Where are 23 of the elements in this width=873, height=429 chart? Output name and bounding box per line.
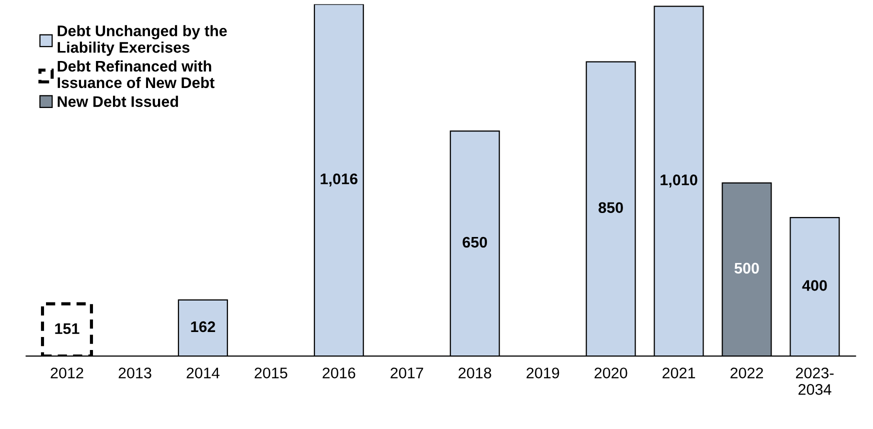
data-label: 850 (598, 202, 623, 214)
data-label: 1,016 (320, 173, 358, 186)
x-tick-label: 2022 (730, 368, 763, 378)
x-tick-label: 2013 (118, 368, 152, 378)
x-tick-label: 2019 (526, 368, 560, 378)
x-tick-label: 2017 (390, 368, 424, 378)
x-tick-label: 2018 (458, 368, 492, 378)
data-label: 650 (462, 236, 487, 248)
x-tick-label: 2016 (322, 368, 356, 378)
data-label: 162 (191, 321, 216, 332)
x-tick-label: 2012 (50, 368, 84, 378)
x-tick-label: 2021 (662, 368, 696, 378)
x-tick-label: 2023- 2034 (796, 368, 834, 395)
x-tick-label: 2015 (254, 368, 288, 378)
legend-label: Debt Refinanced with Issuance of New Debt (58, 60, 214, 88)
legend-label: Debt Unchanged by the Liability Exercises (58, 25, 227, 56)
data-label: 500 (734, 262, 759, 274)
legend-label: New Debt Issued (58, 96, 178, 108)
data-label: 1,010 (660, 174, 698, 188)
data-label: 151 (55, 323, 80, 334)
data-label: 400 (802, 280, 827, 291)
x-tick-label: 2020 (594, 368, 628, 378)
x-tick-label: 2014 (186, 368, 220, 378)
